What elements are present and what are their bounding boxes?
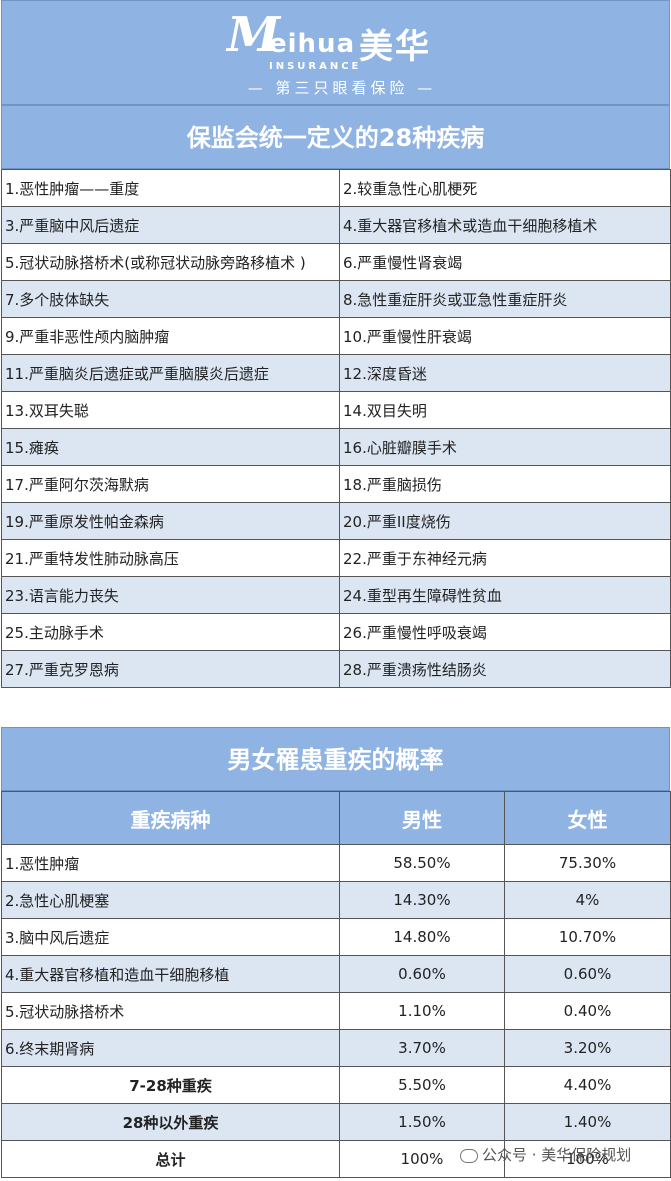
female-rate-cell: 10.70% [504, 918, 671, 956]
female-rate-cell: 4% [504, 881, 671, 919]
disease-cell: 7.多个肢体缺失 [1, 280, 340, 318]
disease-cell: 11.严重脑炎后遗症或严重脑膜炎后遗症 [1, 354, 340, 392]
table-row: 19.严重原发性帕金森病 20.严重II度烧伤 [1, 502, 671, 540]
table-row: 2.急性心肌梗塞 14.30% 4% [1, 881, 671, 919]
table-row: 1.恶性肿瘤——重度 2.较重急性心肌梗死 [1, 169, 671, 207]
disease-cell: 28.严重溃疡性结肠炎 [339, 650, 671, 688]
disease-cell: 6.严重慢性肾衰竭 [339, 243, 671, 281]
disease-name-cell: 总计 [1, 1140, 340, 1178]
table-row: 17.严重阿尔茨海默病 18.严重脑损伤 [1, 465, 671, 503]
female-rate-cell: 75.30% [504, 844, 671, 882]
disease-definition-table: 1.恶性肿瘤——重度 2.较重急性心肌梗死 3.严重脑中风后遗症 4.重大器官移植术或… [1, 169, 671, 688]
section2-title: 男女罹患重疾的概率 [1, 727, 670, 791]
slogan: — 第三只眼看保险 — [247, 79, 437, 97]
disease-cell: 14.双目失明 [339, 391, 671, 429]
header-female: 女性 [504, 791, 671, 845]
disease-cell: 5.冠状动脉搭桥术(或称冠状动脉旁路移植术 ) [1, 243, 340, 281]
table-row: 21.严重特发性肺动脉高压 22.严重于东神经元病 [1, 539, 671, 577]
table-row: 25.主动脉手术 26.严重慢性呼吸衰竭 [1, 613, 671, 651]
logo-word: eihua [269, 29, 356, 59]
wechat-icon [460, 1148, 478, 1163]
disease-name-cell: 5.冠状动脉搭桥术 [1, 992, 340, 1030]
male-rate-cell: 58.50% [339, 844, 505, 882]
female-rate-cell: 0.40% [504, 992, 671, 1030]
watermark: 公众号 · 美华保险规划 [460, 1144, 631, 1165]
disease-name-cell: 6.终末期肾病 [1, 1029, 340, 1067]
table-row: 13.双耳失聪 14.双目失明 [1, 391, 671, 429]
illness-probability-table: 重疾病种 男性 女性 1.恶性肿瘤 58.50% 75.30% 2.急性心肌梗塞 14.… [1, 791, 671, 1178]
table-row: 28种以外重疾 1.50% 1.40% [1, 1103, 671, 1141]
disease-cell: 26.严重慢性呼吸衰竭 [339, 613, 671, 651]
disease-cell: 2.较重急性心肌梗死 [339, 169, 671, 207]
disease-name-cell: 7-28种重疾 [1, 1066, 340, 1104]
table-header-row: 重疾病种 男性 女性 [1, 791, 671, 845]
header-male: 男性 [339, 791, 505, 845]
meihua-logo: M eihua INSURANCE 美华 — 第三只眼看保险 — [227, 11, 457, 101]
table-row: 11.严重脑炎后遗症或严重脑膜炎后遗症 12.深度昏迷 [1, 354, 671, 392]
disease-cell: 1.恶性肿瘤——重度 [1, 169, 340, 207]
male-rate-cell: 14.80% [339, 918, 505, 956]
female-rate-cell: 1.40% [504, 1103, 671, 1141]
table-row: 5.冠状动脉搭桥术 1.10% 0.40% [1, 992, 671, 1030]
male-rate-cell: 100% [339, 1140, 505, 1178]
disease-cell: 22.严重于东神经元病 [339, 539, 671, 577]
disease-name-cell: 1.恶性肿瘤 [1, 844, 340, 882]
male-rate-cell: 5.50% [339, 1066, 505, 1104]
disease-name-cell: 2.急性心肌梗塞 [1, 881, 340, 919]
table-row: 4.重大器官移植和造血干细胞移植 0.60% 0.60% [1, 955, 671, 993]
disease-cell: 25.主动脉手术 [1, 613, 340, 651]
female-rate-cell: 100% [504, 1140, 671, 1178]
disease-cell: 8.急性重症肝炎或亚急性重症肝炎 [339, 280, 671, 318]
female-rate-cell: 4.40% [504, 1066, 671, 1104]
female-rate-cell: 0.60% [504, 955, 671, 993]
disease-cell: 27.严重克罗恩病 [1, 650, 340, 688]
section1-title: 保监会统一定义的28种疾病 [1, 105, 670, 169]
table-row: 3.脑中风后遗症 14.80% 10.70% [1, 918, 671, 956]
table-row: 3.严重脑中风后遗症 4.重大器官移植术或造血干细胞移植术 [1, 206, 671, 244]
table-row: 7.多个肢体缺失 8.急性重症肝炎或亚急性重症肝炎 [1, 280, 671, 318]
disease-cell: 18.严重脑损伤 [339, 465, 671, 503]
disease-cell: 17.严重阿尔茨海默病 [1, 465, 340, 503]
table-row: 1.恶性肿瘤 58.50% 75.30% [1, 844, 671, 882]
logo-chinese: 美华 [359, 27, 431, 67]
table-row: 6.终末期肾病 3.70% 3.20% [1, 1029, 671, 1067]
disease-cell: 9.严重非恶性颅内脑肿瘤 [1, 317, 340, 355]
disease-cell: 10.严重慢性肝衰竭 [339, 317, 671, 355]
male-rate-cell: 3.70% [339, 1029, 505, 1067]
disease-cell: 16.心脏瓣膜手术 [339, 428, 671, 466]
disease-name-cell: 28种以外重疾 [1, 1103, 340, 1141]
male-rate-cell: 1.50% [339, 1103, 505, 1141]
disease-cell: 4.重大器官移植术或造血干细胞移植术 [339, 206, 671, 244]
disease-cell: 15.瘫痪 [1, 428, 340, 466]
male-rate-cell: 14.30% [339, 881, 505, 919]
table-row: 23.语言能力丧失 24.重型再生障碍性贫血 [1, 576, 671, 614]
male-rate-cell: 1.10% [339, 992, 505, 1030]
table-row: 27.严重克罗恩病 28.严重溃疡性结肠炎 [1, 650, 671, 688]
table-row: 总计 100% 100% [1, 1140, 671, 1178]
logo-letter-m: M [227, 7, 281, 63]
header-disease: 重疾病种 [1, 791, 340, 845]
disease-cell: 19.严重原发性帕金森病 [1, 502, 340, 540]
watermark-text: 公众号 · 美华保险规划 [482, 1146, 632, 1164]
disease-cell: 24.重型再生障碍性贫血 [339, 576, 671, 614]
disease-cell: 23.语言能力丧失 [1, 576, 340, 614]
disease-cell: 12.深度昏迷 [339, 354, 671, 392]
table-row: 15.瘫痪 16.心脏瓣膜手术 [1, 428, 671, 466]
table-row: 5.冠状动脉搭桥术(或称冠状动脉旁路移植术 ) 6.严重慢性肾衰竭 [1, 243, 671, 281]
disease-cell: 13.双耳失聪 [1, 391, 340, 429]
male-rate-cell: 0.60% [339, 955, 505, 993]
table-row: 9.严重非恶性颅内脑肿瘤 10.严重慢性肝衰竭 [1, 317, 671, 355]
disease-cell: 3.严重脑中风后遗症 [1, 206, 340, 244]
header-banner: M eihua INSURANCE 美华 — 第三只眼看保险 — [1, 0, 670, 105]
female-rate-cell: 3.20% [504, 1029, 671, 1067]
disease-name-cell: 3.脑中风后遗症 [1, 918, 340, 956]
logo-subtitle: INSURANCE [269, 61, 362, 72]
table-row: 7-28种重疾 5.50% 4.40% [1, 1066, 671, 1104]
disease-name-cell: 4.重大器官移植和造血干细胞移植 [1, 955, 340, 993]
disease-cell: 21.严重特发性肺动脉高压 [1, 539, 340, 577]
disease-cell: 20.严重II度烧伤 [339, 502, 671, 540]
